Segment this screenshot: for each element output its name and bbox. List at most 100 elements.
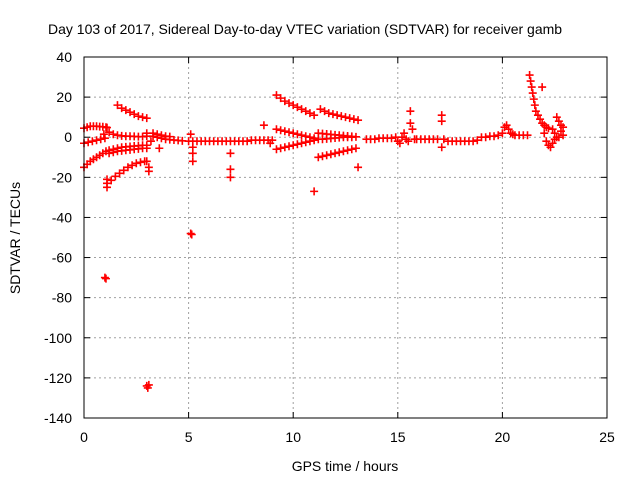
data-point: [531, 107, 540, 116]
data-point: [343, 146, 352, 155]
data-point: [318, 152, 327, 161]
plot-frame: [83, 56, 608, 419]
data-point: [525, 71, 534, 80]
data-point: [370, 135, 379, 144]
data-point: [406, 107, 415, 116]
x-tick-label: 20: [495, 429, 511, 445]
data-point: [293, 130, 302, 139]
data-point: [504, 125, 513, 134]
data-point: [187, 230, 196, 239]
data-point: [550, 129, 559, 138]
data-point: [481, 133, 490, 142]
data-point: [305, 109, 314, 118]
data-point: [301, 107, 310, 116]
data-point: [328, 110, 337, 119]
data-point: [186, 130, 195, 139]
data-point: [526, 77, 535, 86]
data-point: [439, 135, 448, 144]
y-tick-label: 40: [56, 49, 72, 65]
data-point: [293, 140, 302, 149]
data-point: [149, 129, 158, 138]
chart-title: Day 103 of 2017, Sidereal Day-to-day VTE…: [48, 21, 562, 37]
data-point: [128, 161, 137, 170]
data-point: [119, 166, 128, 175]
data-point: [293, 103, 302, 112]
data-point: [437, 117, 446, 126]
data-point: [289, 101, 298, 110]
data-point: [153, 130, 162, 139]
data-point: [103, 123, 112, 132]
x-tick-label: 25: [599, 429, 615, 445]
data-point: [280, 97, 289, 106]
data-point: [354, 116, 363, 125]
data-point: [354, 163, 363, 172]
data-point: [310, 187, 319, 196]
data-point: [536, 115, 545, 124]
data-point: [289, 129, 298, 138]
data-point: [165, 132, 174, 141]
data-point: [297, 139, 306, 148]
data-point: [132, 159, 141, 168]
data-point: [143, 383, 152, 392]
data-point: [400, 129, 409, 138]
data-point: [351, 144, 360, 153]
data-point: [331, 149, 340, 158]
data-point: [301, 138, 310, 147]
data-point: [109, 130, 118, 139]
data-point: [322, 151, 331, 160]
data-point: [554, 133, 563, 142]
x-tick-label: 15: [390, 429, 406, 445]
data-point: [117, 104, 126, 113]
data-point: [554, 117, 563, 126]
data-point: [530, 101, 539, 110]
data-points: [80, 71, 568, 392]
data-point: [226, 165, 235, 174]
data-point: [494, 131, 503, 140]
data-point: [276, 126, 285, 135]
data-point: [548, 139, 557, 148]
data-point: [144, 167, 153, 176]
data-point: [259, 121, 268, 130]
data-point: [96, 135, 105, 144]
data-point: [115, 169, 124, 178]
data-point: [285, 99, 294, 108]
data-point: [123, 163, 132, 172]
data-point: [544, 124, 553, 133]
data-point: [107, 176, 116, 185]
data-point: [136, 158, 145, 167]
y-tick-label: -60: [52, 250, 72, 266]
data-point: [100, 134, 109, 143]
y-tick-label: -100: [44, 330, 72, 346]
x-tick-label: 5: [185, 429, 193, 445]
data-point: [406, 119, 415, 128]
data-point: [316, 105, 325, 114]
y-tick-label: -20: [52, 169, 72, 185]
data-point: [349, 115, 358, 124]
y-tick-label: -80: [52, 290, 72, 306]
data-point: [105, 149, 114, 158]
data-point: [226, 173, 235, 182]
data-point: [272, 125, 281, 134]
data-point: [320, 107, 329, 116]
data-point: [335, 148, 344, 157]
data-point: [103, 175, 112, 184]
data-point: [109, 148, 118, 157]
data-point: [142, 144, 151, 153]
data-point: [272, 145, 281, 154]
y-tick-label: 20: [56, 89, 72, 105]
axis-ticks: 0 5 10 15 20 25 -140 -120 -100 -80 -60 -40 -20 0 20 40: [44, 49, 615, 445]
data-point: [276, 144, 285, 153]
data-point: [533, 111, 542, 120]
data-point: [469, 137, 478, 146]
data-point: [84, 138, 93, 147]
data-point: [289, 141, 298, 150]
y-tick-label: -40: [52, 209, 72, 225]
data-point: [100, 273, 109, 282]
y-tick-label: -140: [44, 410, 72, 426]
data-point: [538, 83, 547, 92]
data-point: [88, 137, 97, 146]
data-point: [157, 131, 166, 140]
data-point: [142, 157, 151, 166]
